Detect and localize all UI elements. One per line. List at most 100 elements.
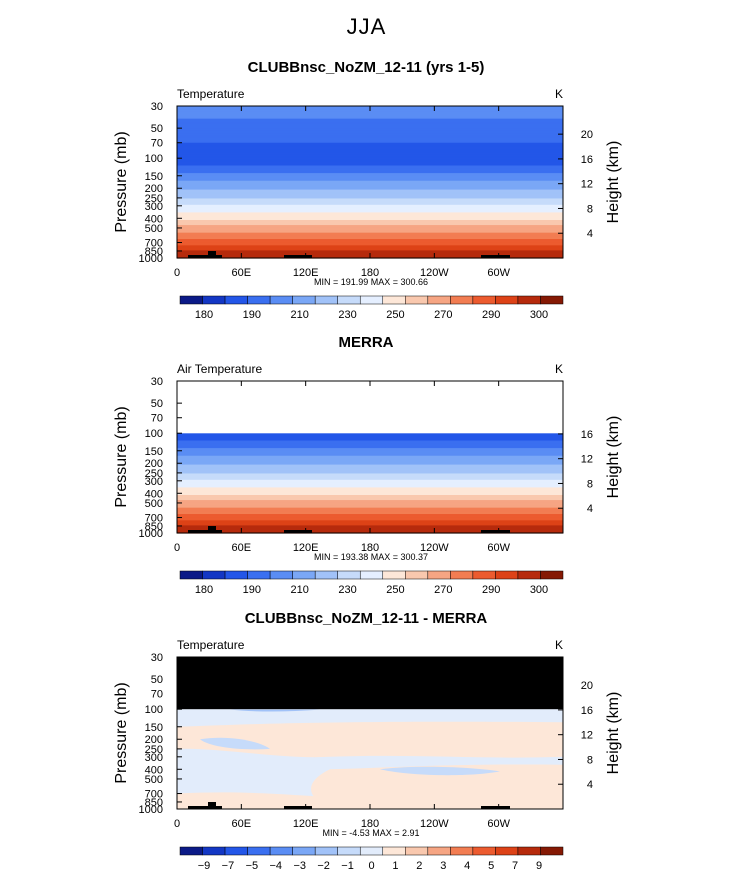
band (177, 444, 563, 447)
band (177, 166, 563, 169)
pressure-tick-label: 50 (151, 398, 163, 410)
colorbar-label: −7 (222, 860, 235, 872)
height-tick-label: 12 (581, 454, 593, 466)
band (177, 239, 563, 241)
band (177, 122, 563, 125)
band (177, 163, 563, 165)
band (177, 486, 563, 488)
band (177, 476, 563, 478)
height-tick-label: 16 (581, 154, 593, 166)
topography (284, 806, 312, 809)
band (177, 154, 563, 156)
x-tick-label: 0 (174, 267, 180, 279)
diff-contour (177, 721, 563, 758)
band (177, 506, 563, 509)
band (177, 446, 563, 449)
band (177, 222, 563, 225)
diff-contour (311, 764, 563, 809)
band (177, 170, 563, 173)
band (177, 525, 563, 528)
band (177, 455, 563, 458)
colorbar-swatch (427, 295, 451, 305)
band (177, 497, 563, 500)
colorbar-swatch (450, 846, 474, 856)
pressure-tick-label: 850 (145, 797, 163, 809)
band (177, 125, 563, 127)
height-tick-label: 4 (587, 503, 593, 515)
colorbar-label: −4 (270, 860, 283, 872)
colorbar-swatch (337, 295, 361, 305)
diff-contour (380, 766, 500, 776)
colorbar-swatch (405, 846, 429, 856)
band (177, 501, 563, 504)
topography (481, 806, 510, 809)
pressure-tick-label: 1000 (139, 528, 163, 540)
band (177, 251, 563, 254)
band (177, 204, 563, 207)
band (177, 192, 563, 194)
pressure-tick-label: 700 (145, 513, 163, 525)
colorbar-swatch (450, 570, 474, 580)
colorbar-label: −5 (246, 860, 259, 872)
band (177, 138, 563, 141)
band (177, 164, 563, 167)
colorbar-label: −1 (341, 860, 354, 872)
band (177, 127, 563, 130)
band (177, 240, 563, 243)
band (177, 165, 563, 168)
band (177, 443, 563, 445)
colorbar-swatch (269, 295, 293, 305)
band (177, 440, 563, 443)
colorbar-label: 2 (416, 860, 422, 872)
band (177, 178, 563, 181)
band (177, 237, 563, 240)
band (177, 159, 563, 162)
band (177, 160, 563, 163)
band (177, 118, 563, 121)
band (177, 142, 563, 145)
x-tick-label: 120W (420, 267, 449, 279)
colorbar-swatch (337, 570, 361, 580)
topography (188, 255, 222, 258)
band (177, 207, 563, 210)
band (177, 522, 563, 525)
band (177, 133, 563, 136)
colorbar-swatch (382, 295, 406, 305)
band (177, 189, 563, 192)
band (177, 232, 563, 235)
band (177, 241, 563, 244)
x-tick-label: 120W (420, 542, 449, 554)
band (177, 173, 563, 175)
band (177, 136, 563, 139)
band (177, 209, 563, 212)
colorbar-swatch (540, 846, 564, 856)
band (177, 227, 563, 230)
colorbar-swatch (337, 846, 361, 856)
band (177, 435, 563, 438)
variable-label: Temperature (177, 87, 245, 101)
x-tick-label: 60W (487, 267, 510, 279)
band (177, 235, 563, 238)
colorbar-label: 180 (195, 309, 213, 321)
band (177, 230, 563, 232)
band (177, 228, 563, 231)
pressure-tick-label: 300 (145, 476, 163, 488)
band (177, 460, 563, 463)
colorbar-swatch (224, 570, 248, 580)
band (177, 176, 563, 179)
band (177, 477, 563, 480)
pressure-tick-label: 30 (151, 376, 163, 388)
pressure-tick-label: 400 (145, 764, 163, 776)
band (177, 180, 563, 183)
colorbar-label: 210 (291, 309, 309, 321)
colorbar-label: 1 (392, 860, 398, 872)
min-max-stats: MIN = -4.53 MAX = 2.91 (322, 828, 419, 838)
colorbar-swatch (179, 295, 203, 305)
pressure-tick-label: 100 (145, 428, 163, 440)
band (177, 483, 563, 486)
topography (188, 530, 222, 533)
colorbar-swatch (359, 570, 384, 580)
band (177, 519, 563, 521)
band (177, 231, 563, 234)
